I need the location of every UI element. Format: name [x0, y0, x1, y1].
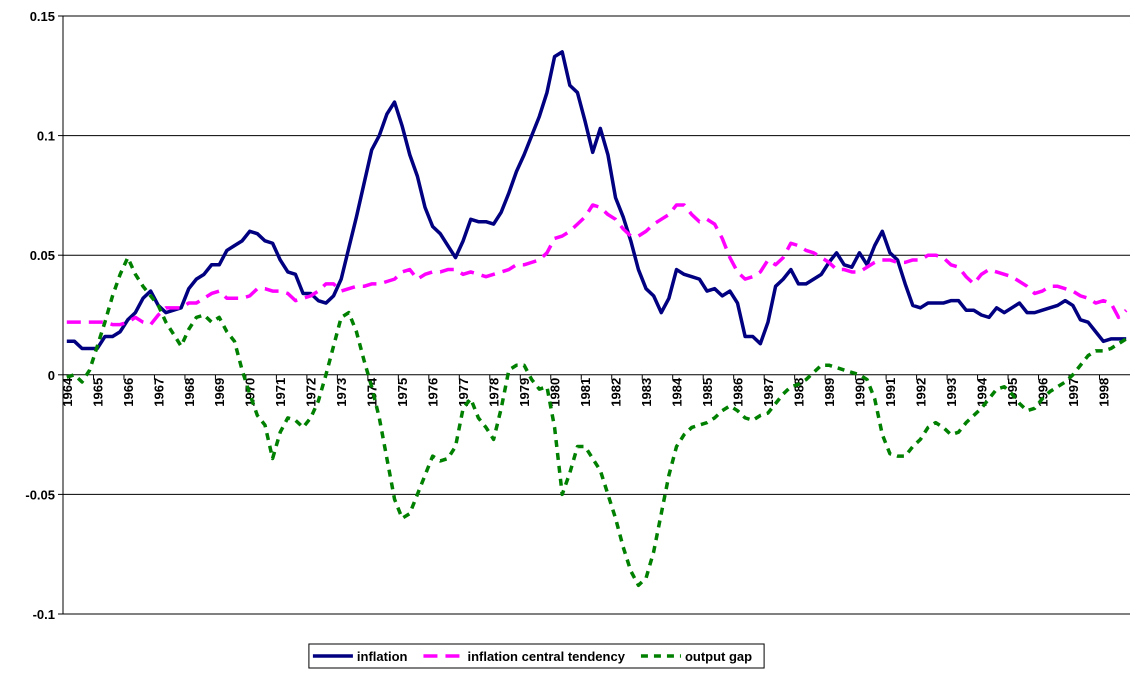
x-tick-label: 1992: [913, 378, 928, 407]
y-tick-label: 0.15: [30, 9, 55, 24]
x-tick-label: 1998: [1096, 378, 1111, 407]
x-tick-label: 1997: [1066, 378, 1081, 407]
x-tick-label: 1968: [182, 378, 197, 407]
legend-label: inflation central tendency: [467, 649, 625, 664]
x-tick-label: 1985: [700, 378, 715, 407]
legend: inflation inflation central tendency outpu…: [308, 643, 765, 669]
x-tick-label: 1986: [730, 378, 745, 407]
x-tick-label: 1983: [639, 378, 654, 407]
x-tick-label: 1994: [974, 377, 989, 407]
y-tick-label: -0.1: [33, 607, 55, 622]
series-line: [66, 203, 1128, 327]
x-tick-label: 1978: [487, 378, 502, 407]
x-tick-label: 1972: [304, 378, 319, 407]
x-tick-label: 1991: [883, 378, 898, 407]
x-tick-label: 1976: [426, 378, 441, 407]
x-tick-label: 1977: [456, 378, 471, 407]
y-tick-label: -0.05: [25, 487, 55, 502]
series-line: [66, 50, 1127, 351]
x-tick-label: 1967: [151, 378, 166, 407]
x-tick-label: 1965: [90, 378, 105, 407]
series-line: [66, 255, 1128, 588]
x-tick-label: 1989: [822, 378, 837, 407]
x-tick-label: 1980: [548, 378, 563, 407]
x-tick-label: 1979: [517, 378, 532, 407]
legend-label: inflation: [357, 649, 408, 664]
x-tick-label: 1971: [273, 378, 288, 407]
legend-label: output gap: [685, 649, 752, 664]
y-tick-label: 0: [48, 368, 55, 383]
x-tick-label: 1973: [334, 378, 349, 407]
x-tick-label: 1970: [243, 378, 258, 407]
x-tick-label: 1987: [761, 378, 776, 407]
x-tick-label: 1982: [609, 378, 624, 407]
x-tick-label: 1969: [212, 378, 227, 407]
y-tick-label: 0.1: [37, 129, 55, 144]
x-tick-label: 1975: [395, 378, 410, 407]
x-tick-label: 1964: [60, 377, 75, 407]
x-tick-label: 1966: [121, 378, 136, 407]
y-tick-label: 0.05: [30, 248, 55, 263]
legend-box: [308, 643, 765, 669]
x-tick-label: 1981: [578, 378, 593, 407]
x-tick-label: 1974: [365, 377, 380, 407]
x-tick-label: 1984: [670, 377, 685, 407]
x-tick-label: 1996: [1035, 378, 1050, 407]
x-tick-label: 1990: [852, 378, 867, 407]
x-tick-label: 1993: [944, 378, 959, 407]
